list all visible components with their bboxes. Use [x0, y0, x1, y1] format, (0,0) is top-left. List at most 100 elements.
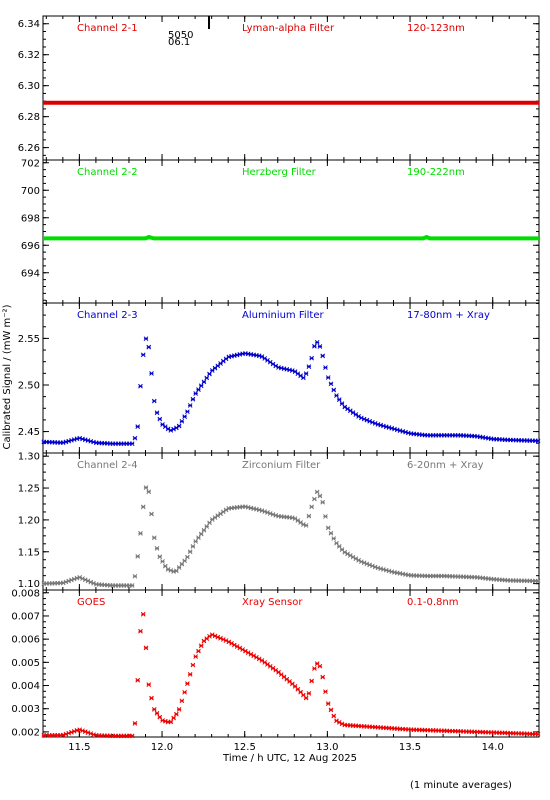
data-point — [314, 339, 320, 345]
data-point — [309, 678, 315, 684]
data-point — [154, 710, 160, 716]
data-point — [138, 383, 143, 389]
data-point — [185, 409, 190, 415]
data-point — [157, 554, 163, 560]
x-tick-label: 12.5 — [234, 742, 256, 753]
y-tick-label: 6.34 — [18, 19, 40, 30]
band-label: 6-20nm + Xray — [407, 460, 484, 471]
y-tick-label: 0.004 — [11, 681, 40, 692]
data-point — [138, 628, 143, 634]
data-point — [132, 435, 138, 441]
data-point — [135, 424, 141, 430]
data-point — [198, 643, 204, 649]
x-tick-label: 13.5 — [399, 742, 421, 753]
data-point — [140, 611, 146, 617]
data-point — [129, 441, 135, 447]
panel-frame-5 — [42, 589, 540, 738]
data-point — [306, 364, 312, 369]
data-point — [174, 711, 179, 717]
y-tick-label: 6.32 — [18, 50, 40, 61]
y-tick-label: 0.006 — [11, 635, 40, 646]
data-point — [323, 514, 328, 519]
filter-label: Xray Sensor — [242, 597, 303, 608]
data-point — [154, 410, 160, 416]
stray-mark: 06.1 — [168, 37, 190, 48]
data-point — [207, 371, 212, 377]
data-point — [129, 733, 135, 739]
data-point — [182, 689, 187, 695]
data-point — [143, 645, 149, 651]
data-point — [323, 365, 328, 370]
data-point — [151, 398, 157, 404]
stray-mark: 5050 — [168, 30, 193, 41]
averaging-note: (1 minute averages) — [410, 780, 512, 791]
data-point — [204, 375, 210, 381]
band-label: 17-80nm + Xray — [407, 310, 490, 321]
y-tick-label: 694 — [21, 268, 40, 279]
x-tick-label: 11.5 — [68, 742, 90, 753]
series-line — [43, 234, 539, 241]
data-point — [179, 698, 185, 704]
data-point — [317, 493, 323, 499]
data-point — [325, 525, 331, 531]
y-tick-label: 2.55 — [18, 334, 40, 345]
data-point — [129, 583, 135, 588]
data-point — [535, 731, 541, 737]
data-point — [140, 504, 146, 510]
data-point — [196, 387, 201, 392]
data-point — [146, 344, 152, 350]
data-point — [198, 383, 204, 389]
y-tick-label: 1.10 — [18, 579, 40, 590]
data-point — [198, 531, 204, 537]
data-point — [149, 695, 154, 701]
data-point — [154, 546, 160, 551]
y-tick-label: 0.002 — [11, 727, 40, 738]
data-point — [312, 666, 317, 671]
data-point — [179, 418, 185, 424]
filter-label: Aluminium Filter — [242, 310, 325, 321]
data-point — [132, 573, 138, 579]
panel-frame-4 — [42, 452, 540, 591]
channel-label: Channel 2-3 — [77, 310, 138, 321]
data-point — [196, 535, 201, 541]
panel-frame-3 — [42, 302, 540, 454]
x-axis-title: Time / h UTC, 12 Aug 2025 — [222, 753, 357, 764]
data-point — [314, 489, 320, 495]
data-point — [190, 396, 196, 402]
data-point — [157, 416, 163, 422]
y-tick-label: 702 — [21, 158, 40, 169]
data-point — [193, 539, 199, 544]
data-point — [171, 715, 176, 721]
data-point — [193, 391, 199, 396]
series-markers — [41, 336, 541, 447]
data-point — [193, 654, 199, 659]
y-tick-label: 6.26 — [18, 143, 40, 154]
data-point — [196, 648, 201, 654]
channel-label: Channel 2-1 — [77, 23, 138, 34]
data-point — [334, 393, 339, 398]
data-point — [182, 558, 187, 564]
data-point — [143, 336, 149, 342]
data-point — [185, 554, 190, 560]
data-point — [328, 381, 334, 387]
y-tick-label: 0.005 — [11, 658, 40, 669]
series-markers — [41, 611, 541, 739]
data-point — [331, 387, 337, 393]
data-point — [320, 499, 326, 505]
data-point — [135, 677, 141, 683]
data-point — [309, 355, 315, 361]
data-point — [303, 523, 309, 528]
data-point — [323, 689, 328, 695]
data-point — [306, 691, 312, 696]
data-point — [301, 375, 306, 381]
channel-label: Channel 2-2 — [77, 167, 138, 178]
y-tick-label: 698 — [21, 213, 40, 224]
data-point — [149, 511, 154, 517]
data-point — [325, 375, 331, 380]
data-point — [132, 720, 138, 726]
data-point — [143, 485, 149, 490]
data-point — [306, 513, 312, 519]
data-point — [176, 706, 182, 712]
data-point — [190, 544, 196, 549]
y-tick-label: 0.003 — [11, 704, 40, 715]
